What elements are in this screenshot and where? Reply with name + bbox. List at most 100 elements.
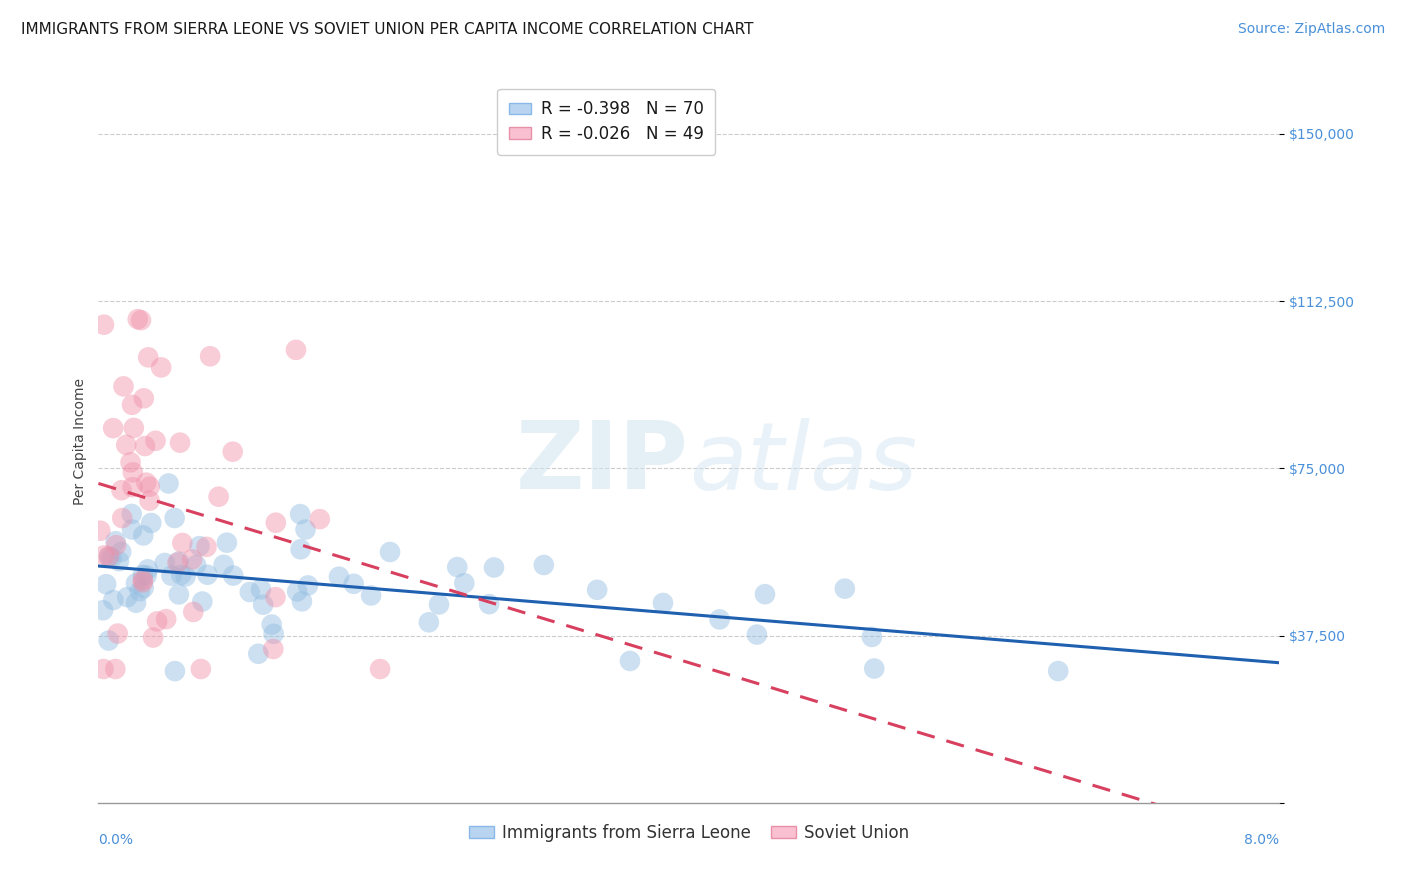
Point [89, 524, 111, 538]
Point [427, 598, 450, 612]
Point [222, 444, 245, 458]
Point [418, 615, 440, 630]
Point [135, 475, 157, 490]
Point [174, 569, 197, 583]
Point [100, 550, 122, 565]
Point [145, 434, 167, 448]
Point [478, 597, 501, 611]
Point [360, 589, 382, 603]
Point [167, 555, 190, 569]
Point [378, 545, 401, 559]
Point [290, 542, 312, 557]
Point [134, 439, 156, 453]
Point [136, 351, 159, 365]
Point [111, 511, 134, 525]
Point [160, 568, 183, 582]
Point [263, 627, 285, 641]
Point [103, 593, 125, 607]
Point [121, 466, 143, 480]
Point [863, 661, 886, 675]
Point [125, 576, 148, 591]
Point [108, 554, 131, 568]
Point [139, 480, 162, 494]
Point [652, 596, 675, 610]
Point [141, 516, 163, 530]
Point [172, 536, 194, 550]
Point [125, 596, 148, 610]
Point [97, 549, 120, 564]
Point [98, 549, 121, 564]
Point [155, 612, 177, 626]
Point [190, 662, 212, 676]
Point [105, 538, 128, 552]
Point [121, 398, 143, 412]
Point [262, 642, 284, 657]
Point [170, 568, 193, 582]
Point [91, 603, 114, 617]
Point [215, 535, 238, 549]
Point [860, 630, 883, 644]
Point [291, 594, 314, 608]
Point [121, 507, 143, 521]
Text: 0.0%: 0.0% [98, 833, 134, 847]
Point [153, 556, 176, 570]
Point [97, 633, 120, 648]
Point [834, 582, 856, 596]
Text: ZIP: ZIP [516, 417, 689, 509]
Point [121, 523, 143, 537]
Point [122, 421, 145, 435]
Point [181, 552, 204, 566]
Point [115, 590, 138, 604]
Point [195, 540, 218, 554]
Point [533, 558, 555, 572]
Point [709, 612, 731, 626]
Point [110, 545, 132, 559]
Point [166, 556, 188, 570]
Point [198, 349, 221, 363]
Point [110, 483, 132, 498]
Point [619, 654, 641, 668]
Point [101, 421, 124, 435]
Point [150, 360, 173, 375]
Point [181, 605, 204, 619]
Point [157, 476, 180, 491]
Point [184, 558, 207, 572]
Legend: Immigrants from Sierra Leone, Soviet Union: Immigrants from Sierra Leone, Soviet Uni… [463, 817, 915, 848]
Point [239, 585, 262, 599]
Point [1047, 664, 1070, 678]
Point [250, 582, 273, 597]
Point [132, 575, 155, 590]
Point [169, 435, 191, 450]
Point [252, 598, 274, 612]
Point [247, 647, 270, 661]
Point [482, 560, 505, 574]
Point [191, 594, 214, 608]
Point [167, 587, 190, 601]
Point [107, 626, 129, 640]
Point [104, 534, 127, 549]
Point [115, 438, 138, 452]
Point [112, 379, 135, 393]
Point [138, 493, 160, 508]
Point [146, 615, 169, 629]
Point [132, 392, 155, 406]
Point [121, 480, 143, 494]
Point [368, 662, 391, 676]
Point [264, 516, 287, 530]
Point [135, 568, 157, 582]
Point [188, 539, 211, 553]
Point [132, 528, 155, 542]
Point [129, 313, 152, 327]
Point [93, 318, 115, 332]
Point [308, 512, 330, 526]
Y-axis label: Per Capita Income: Per Capita Income [73, 378, 87, 505]
Point [96, 577, 118, 591]
Point [294, 523, 316, 537]
Point [288, 507, 311, 521]
Point [207, 490, 229, 504]
Point [285, 343, 308, 357]
Point [586, 582, 609, 597]
Point [297, 578, 319, 592]
Point [132, 568, 155, 582]
Point [264, 590, 287, 604]
